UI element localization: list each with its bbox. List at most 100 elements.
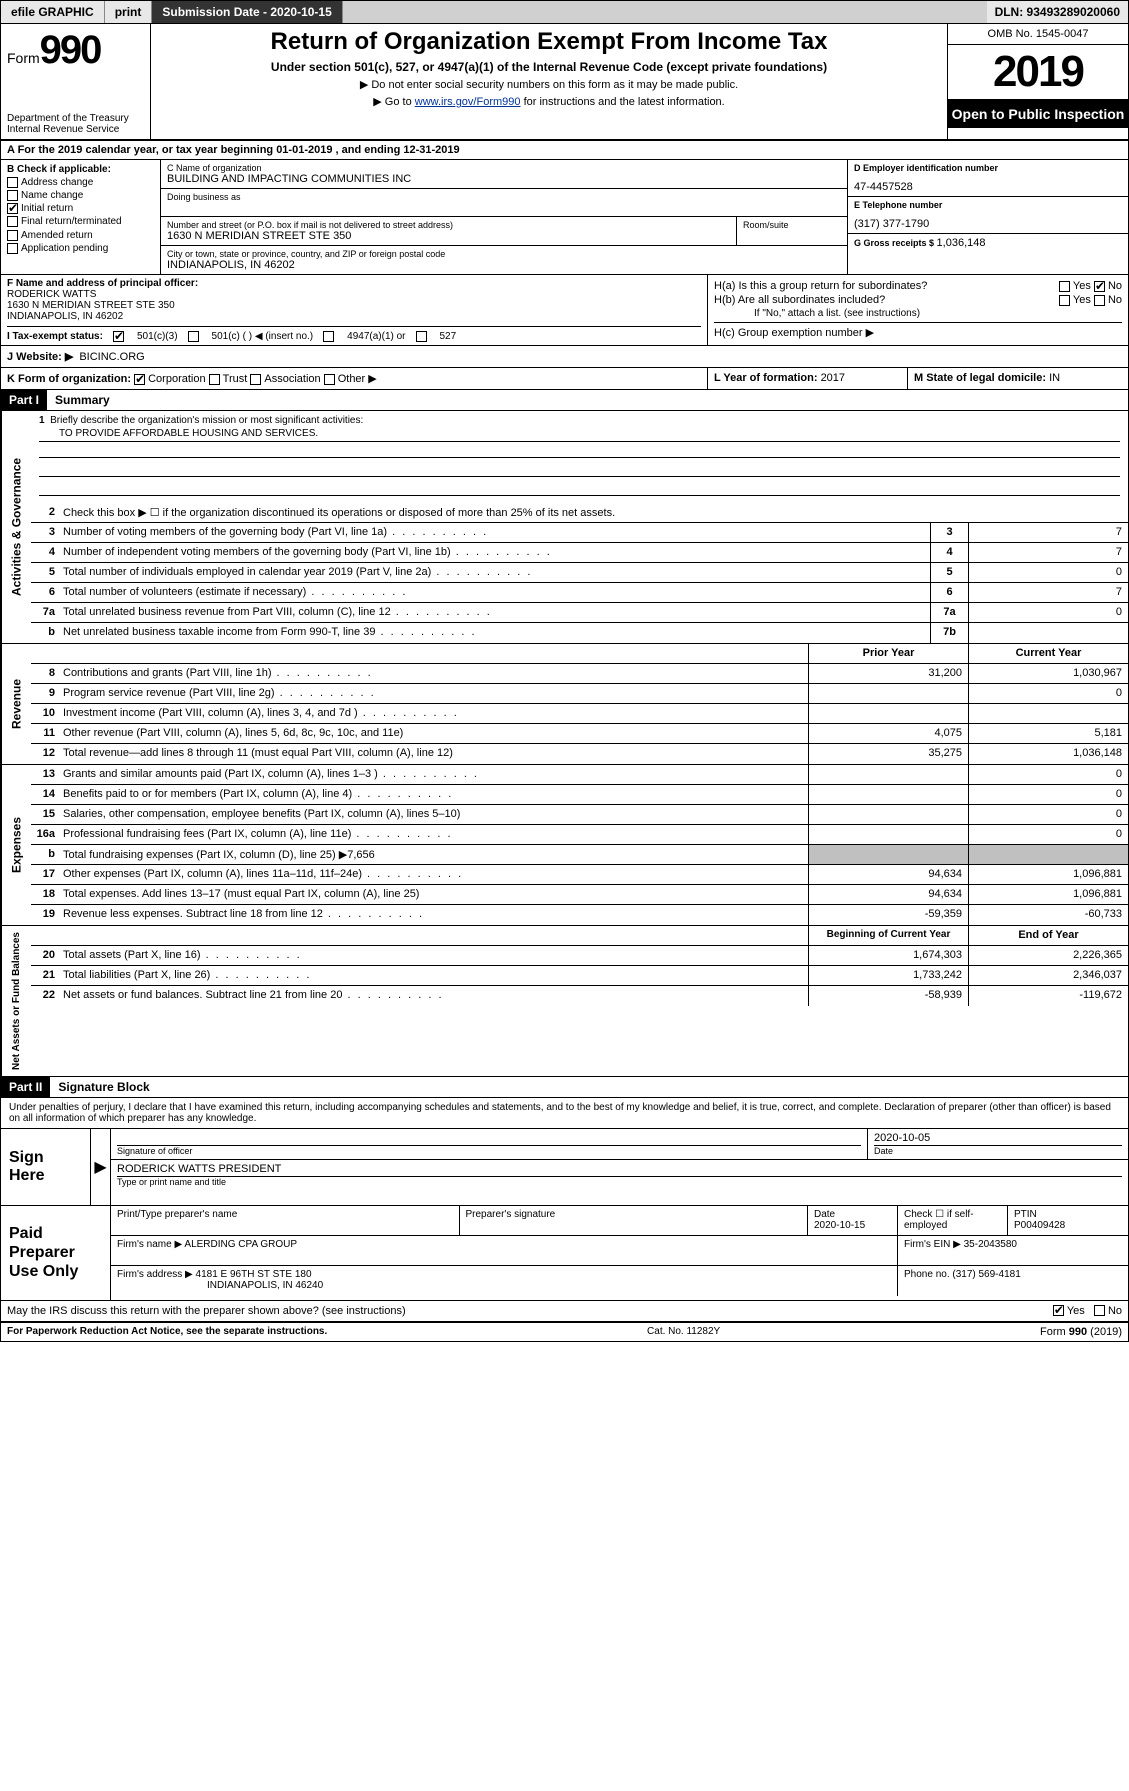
501c3-label: 501(c)(3) xyxy=(137,331,178,342)
l5-desc: Total number of individuals employed in … xyxy=(59,563,930,582)
501c-checkbox[interactable] xyxy=(188,331,199,342)
side-governance: Activities & Governance xyxy=(1,411,31,643)
k-assoc-checkbox[interactable] xyxy=(250,374,261,385)
name-change-label: Name change xyxy=(21,190,83,201)
efile-graphic-label: efile GRAPHIC xyxy=(1,1,105,23)
l17-p: 94,634 xyxy=(808,865,968,884)
l18-desc: Total expenses. Add lines 13–17 (must eq… xyxy=(59,885,808,904)
l22-desc: Net assets or fund balances. Subtract li… xyxy=(59,986,808,1006)
final-return-checkbox[interactable] xyxy=(7,216,18,227)
footer-left: For Paperwork Reduction Act Notice, see … xyxy=(7,1326,327,1338)
l8-desc: Contributions and grants (Part VIII, lin… xyxy=(59,664,808,683)
summary-expenses: Expenses 13Grants and similar amounts pa… xyxy=(1,765,1128,926)
hb-no: No xyxy=(1108,294,1122,306)
firm-ein-label: Firm's EIN ▶ xyxy=(904,1239,961,1250)
form-title: Return of Organization Exempt From Incom… xyxy=(157,28,941,56)
k-assoc: Association xyxy=(264,373,320,385)
officer-label: F Name and address of principal officer: xyxy=(7,278,701,289)
k-corp-checkbox[interactable] xyxy=(134,374,145,385)
l11-c: 5,181 xyxy=(968,724,1128,743)
l10-p xyxy=(808,704,968,723)
phone-value: (317) 377-1790 xyxy=(854,218,1122,230)
k-trust-checkbox[interactable] xyxy=(209,374,220,385)
name-change-checkbox[interactable] xyxy=(7,190,18,201)
ein-value: 47-4457528 xyxy=(854,181,1122,193)
l16a-desc: Professional fundraising fees (Part IX, … xyxy=(59,825,808,844)
tax-exempt-label: I Tax-exempt status: xyxy=(7,331,103,342)
k-corp: Corporation xyxy=(148,373,205,385)
k-trust: Trust xyxy=(223,373,248,385)
form-990-number: 990 xyxy=(40,28,101,72)
l11-desc: Other revenue (Part VIII, column (A), li… xyxy=(59,724,808,743)
sign-here-block: Sign Here ▶ Signature of officer 2020-10… xyxy=(1,1129,1128,1206)
app-pending-label: Application pending xyxy=(21,243,108,254)
current-year-hdr: Current Year xyxy=(968,644,1128,663)
l21-p: 1,733,242 xyxy=(808,966,968,985)
l2-desc: Check this box ▶ ☐ if the organization d… xyxy=(59,503,1128,522)
goto-suffix: for instructions and the latest informat… xyxy=(521,96,725,108)
hc-label: H(c) Group exemption number ▶ xyxy=(714,326,1122,339)
side-expenses: Expenses xyxy=(1,765,31,925)
footer-form-num: 990 xyxy=(1069,1326,1087,1338)
501c3-checkbox[interactable] xyxy=(113,331,124,342)
l22-p: -58,939 xyxy=(808,986,968,1006)
l10-c xyxy=(968,704,1128,723)
ha-yes-checkbox[interactable] xyxy=(1059,281,1070,292)
l9-c: 0 xyxy=(968,684,1128,703)
ptin-value: P00409428 xyxy=(1014,1220,1122,1231)
begin-year-hdr: Beginning of Current Year xyxy=(808,926,968,945)
part2-header-row: Part II Signature Block xyxy=(1,1077,1128,1098)
hb-note: If "No," attach a list. (see instruction… xyxy=(714,308,1122,319)
l13-p xyxy=(808,765,968,784)
l21-c: 2,346,037 xyxy=(968,966,1128,985)
summary-revenue: Revenue Prior YearCurrent Year 8Contribu… xyxy=(1,644,1128,765)
l17-c: 1,096,881 xyxy=(968,865,1128,884)
print-button[interactable]: print xyxy=(105,1,153,23)
side-revenue: Revenue xyxy=(1,644,31,764)
l16b-p xyxy=(808,845,968,864)
addr-change-checkbox[interactable] xyxy=(7,177,18,188)
discuss-yes-checkbox[interactable] xyxy=(1053,1305,1064,1316)
sign-here-label: Sign Here xyxy=(1,1129,91,1205)
discuss-no-checkbox[interactable] xyxy=(1094,1305,1105,1316)
amended-checkbox[interactable] xyxy=(7,230,18,241)
goto-prefix: Go to xyxy=(385,96,415,108)
4947-checkbox[interactable] xyxy=(323,331,334,342)
l5-val: 0 xyxy=(968,563,1128,582)
officer-addr1: 1630 N MERIDIAN STREET STE 350 xyxy=(7,300,701,311)
l18-p: 94,634 xyxy=(808,885,968,904)
hb-no-checkbox[interactable] xyxy=(1094,295,1105,306)
l6-desc: Total number of volunteers (estimate if … xyxy=(59,583,930,602)
l15-p xyxy=(808,805,968,824)
open-to-public: Open to Public Inspection xyxy=(948,100,1128,128)
l7a-val: 0 xyxy=(968,603,1128,622)
end-year-hdr: End of Year xyxy=(968,926,1128,945)
l3-desc: Number of voting members of the governin… xyxy=(59,523,930,542)
officer-print-label: Type or print name and title xyxy=(117,1177,1122,1187)
527-checkbox[interactable] xyxy=(416,331,427,342)
prep-date-label: Date xyxy=(814,1209,891,1220)
app-pending-checkbox[interactable] xyxy=(7,243,18,254)
principal-officer: F Name and address of principal officer:… xyxy=(1,275,708,345)
initial-return-label: Initial return xyxy=(21,203,73,214)
col-de-numbers: D Employer identification number 47-4457… xyxy=(848,160,1128,274)
dept-line2: Internal Revenue Service xyxy=(7,124,144,135)
ha-no-checkbox[interactable] xyxy=(1094,281,1105,292)
mission-line3 xyxy=(39,461,1120,477)
sig-date-value: 2020-10-05 xyxy=(874,1132,1122,1146)
part1-header-row: Part I Summary xyxy=(1,390,1128,411)
ha-yes: Yes xyxy=(1073,280,1091,292)
dba-label: Doing business as xyxy=(167,192,841,202)
officer-group-block: F Name and address of principal officer:… xyxy=(1,275,1128,346)
officer-signature[interactable] xyxy=(117,1132,861,1146)
form990-link[interactable]: www.irs.gov/Form990 xyxy=(415,96,521,108)
initial-return-checkbox[interactable] xyxy=(7,203,18,214)
hb-yes-checkbox[interactable] xyxy=(1059,295,1070,306)
mission-block: 1 Briefly describe the organization's mi… xyxy=(31,411,1128,503)
form-number: Form990 xyxy=(7,28,144,73)
website-row: J Website: ▶ BICINC.ORG xyxy=(1,346,1128,368)
k-other-checkbox[interactable] xyxy=(324,374,335,385)
sign-arrow-icon: ▶ xyxy=(91,1129,111,1205)
form-subtitle-1: Under section 501(c), 527, or 4947(a)(1)… xyxy=(157,60,941,74)
room-suite-label: Room/suite xyxy=(737,217,847,245)
